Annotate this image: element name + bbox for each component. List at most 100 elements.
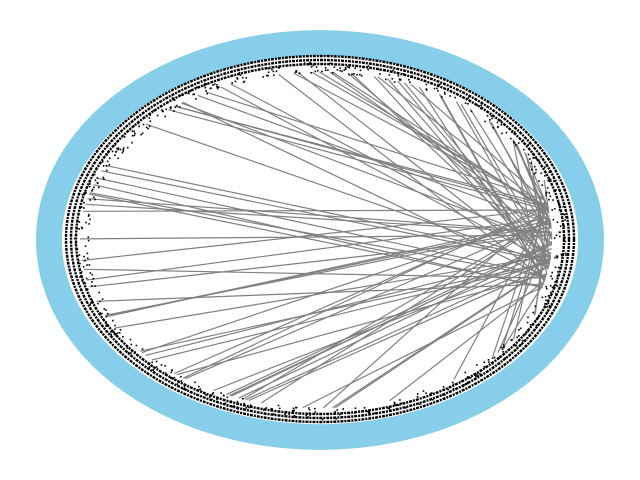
node-label-mark (410, 76, 412, 79)
node-label-mark (160, 364, 163, 366)
node-label-mark (562, 213, 565, 215)
node-label-mark (197, 389, 200, 391)
edge (438, 94, 545, 283)
node-label-mark (108, 163, 111, 166)
node-label-mark (397, 74, 400, 77)
node-label-mark (405, 407, 407, 409)
node-label-mark (103, 308, 106, 310)
edge (87, 198, 552, 233)
node-label-mark (500, 123, 503, 126)
node-label-mark (105, 165, 108, 167)
node-label-mark (94, 285, 96, 287)
node-label-mark (469, 377, 472, 379)
node-label-mark (452, 387, 455, 390)
node-label-mark (76, 248, 79, 250)
edge (197, 94, 552, 225)
node-label-mark (324, 69, 327, 71)
node-label-mark (292, 407, 295, 410)
node-label-mark (105, 169, 108, 172)
node-label-mark (173, 110, 175, 112)
node-label-mark (181, 94, 183, 96)
node-label-mark (89, 218, 91, 221)
node-label-mark (314, 407, 316, 410)
node-label-mark (425, 88, 428, 90)
node-label-mark (416, 396, 419, 398)
node-label-mark (262, 409, 265, 411)
node-label-mark (240, 407, 243, 410)
node-label-mark (117, 157, 119, 160)
node-label-mark (105, 309, 107, 311)
node-label-mark (209, 399, 212, 401)
node-label-mark (476, 104, 478, 106)
node-label-mark (334, 410, 337, 413)
node-label-mark (91, 273, 94, 276)
node-label-mark (444, 93, 446, 95)
node-label-mark (514, 131, 516, 133)
node-label-mark (305, 414, 307, 417)
node-label-mark (231, 405, 233, 408)
node-label-mark (444, 394, 446, 396)
node-label-mark (238, 71, 241, 74)
node-label-mark (111, 150, 114, 153)
edge (104, 164, 551, 261)
node-label-mark (409, 81, 411, 84)
edge (229, 243, 553, 397)
node-label-mark (486, 115, 489, 117)
node-label-mark (553, 237, 556, 239)
edge (524, 151, 548, 205)
node-label-mark (90, 302, 92, 304)
node-label-mark (548, 198, 550, 201)
node-label-mark (487, 359, 490, 361)
node-label-mark (107, 151, 110, 154)
node-label-mark (499, 356, 501, 358)
edge (145, 123, 550, 265)
node-label-mark (74, 243, 77, 246)
node-label-mark (321, 70, 323, 73)
node-label-mark (411, 75, 413, 77)
node-label-mark (88, 264, 91, 266)
edge (168, 109, 549, 211)
node-label-mark (267, 74, 269, 77)
node-label-mark (559, 225, 562, 227)
node-label-mark (552, 218, 555, 221)
node-label-mark (155, 360, 158, 363)
node-label-mark (498, 363, 501, 365)
node-label-mark (181, 387, 184, 390)
node-label-mark (451, 381, 454, 384)
node-label-mark (558, 209, 561, 211)
node-label-mark (118, 331, 121, 334)
node-label-mark (206, 92, 208, 95)
node-label-mark (470, 110, 473, 113)
node-label-mark (89, 303, 91, 306)
node-label-mark (548, 192, 550, 194)
node-label-mark (547, 302, 550, 304)
node-label-mark (101, 312, 103, 315)
node-label-mark (464, 102, 467, 104)
node-label-mark (126, 146, 129, 149)
node-label-mark (399, 399, 401, 401)
node-label-mark (315, 66, 318, 68)
node-label-mark (88, 185, 91, 188)
node-label-mark (535, 324, 538, 327)
node-label-mark (516, 347, 518, 350)
node-label-mark (102, 165, 105, 167)
node-label-mark (148, 366, 151, 368)
node-label-mark (393, 81, 396, 83)
node-label-mark (94, 179, 97, 182)
node-label-mark (84, 282, 87, 285)
node-label-mark (114, 324, 116, 327)
node-label-mark (544, 306, 547, 308)
edge (81, 208, 548, 262)
node-label-mark (173, 97, 175, 100)
node-label-mark (564, 240, 567, 243)
node-label-mark (397, 404, 400, 406)
node-label-mark (476, 373, 479, 375)
edge (174, 207, 548, 375)
node-label-mark (204, 86, 207, 89)
node-label-mark (454, 96, 456, 99)
node-labels-layer (64, 54, 576, 424)
node-label-mark (379, 73, 381, 75)
node-label-mark (553, 296, 556, 299)
node-label-mark (293, 409, 295, 412)
node-label-mark (195, 98, 197, 100)
